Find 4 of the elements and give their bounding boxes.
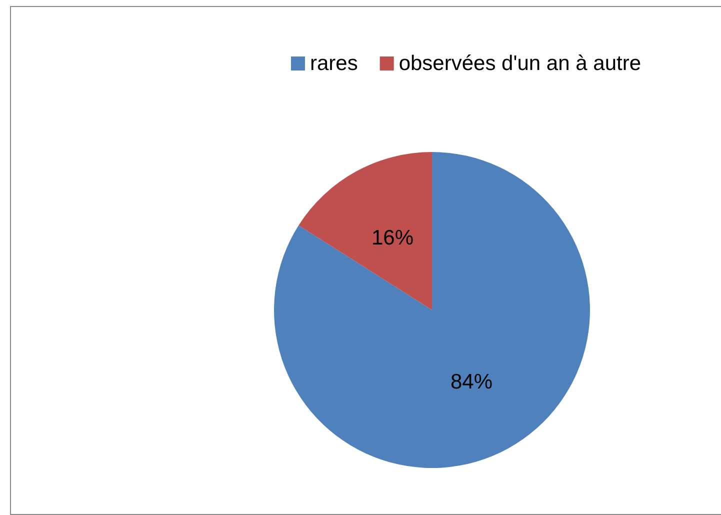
legend-label: observées d'un an à autre [398,52,642,75]
legend-label: rares [310,52,358,75]
data-label: 84% [450,370,493,394]
data-label: 16% [371,226,414,250]
